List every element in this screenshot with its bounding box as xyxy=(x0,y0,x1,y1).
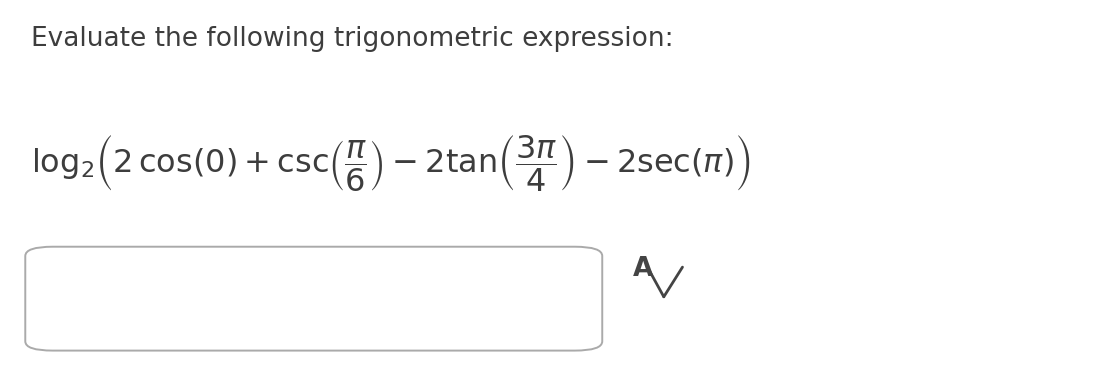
FancyBboxPatch shape xyxy=(25,247,602,351)
Text: Evaluate the following trigonometric expression:: Evaluate the following trigonometric exp… xyxy=(31,26,674,52)
Text: $\log_2\!\left(2\,\cos(0)+\csc\!\left(\dfrac{\pi}{6}\right)-2\tan\!\left(\dfrac{: $\log_2\!\left(2\,\cos(0)+\csc\!\left(\d… xyxy=(31,133,751,193)
Text: A: A xyxy=(633,256,654,282)
